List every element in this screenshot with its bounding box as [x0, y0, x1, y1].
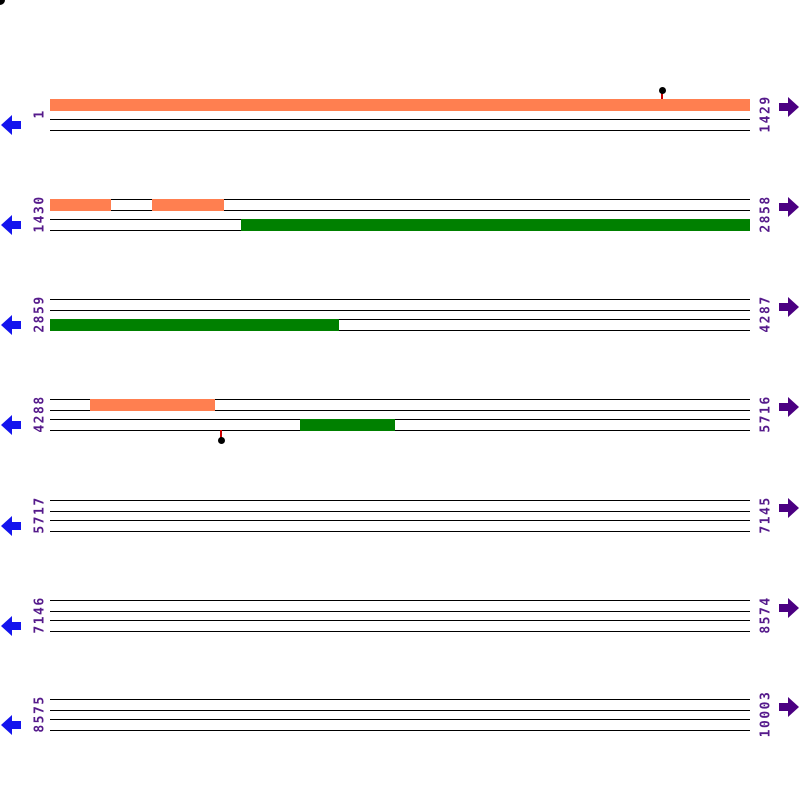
- sequence-row: 8575 10003: [0, 691, 800, 759]
- sequence-row: 4288 5716: [0, 395, 800, 459]
- scroll-right-arrow[interactable]: [779, 397, 799, 417]
- right-arrow-icon: [779, 197, 799, 217]
- reverse-feature[interactable]: [241, 219, 750, 231]
- row-end-coordinate: 2858: [758, 195, 774, 233]
- row-start-coordinate: 8575: [32, 695, 48, 733]
- reverse-strand-track: [50, 419, 750, 431]
- forward-feature[interactable]: [50, 199, 111, 211]
- scroll-left-arrow[interactable]: [1, 715, 21, 735]
- scroll-left-arrow[interactable]: [1, 516, 21, 536]
- forward-strand-track: [50, 399, 750, 411]
- right-arrow-icon: [779, 598, 799, 618]
- scroll-right-arrow[interactable]: [779, 498, 799, 518]
- row-start-coordinate: 7146: [32, 596, 48, 634]
- row-end-coordinate: 5716: [758, 395, 774, 433]
- forward-strand-track: [50, 699, 750, 711]
- reverse-strand-track: [50, 620, 750, 632]
- row-start-coordinate: 5717: [32, 496, 48, 534]
- forward-strand-track: [50, 600, 750, 612]
- sequence-row: 2859 4287: [0, 295, 800, 359]
- forward-feature[interactable]: [152, 199, 224, 211]
- sequence-row: 7146 8574: [0, 596, 800, 660]
- reverse-strand-track: [50, 520, 750, 532]
- sequence-row: 1 1429: [0, 86, 800, 159]
- scroll-left-arrow[interactable]: [1, 115, 21, 135]
- scroll-left-arrow[interactable]: [1, 616, 21, 636]
- row-end-coordinate: 8574: [758, 596, 774, 634]
- sequence-row: 5717 7145: [0, 496, 800, 560]
- left-arrow-icon: [1, 616, 21, 636]
- row-start-coordinate: 1430: [32, 195, 48, 233]
- row-end-coordinate: 4287: [758, 295, 774, 333]
- row-start-coordinate: 4288: [32, 395, 48, 433]
- left-arrow-icon: [1, 215, 21, 235]
- scroll-right-arrow[interactable]: [779, 297, 799, 317]
- scroll-right-arrow[interactable]: [779, 197, 799, 217]
- marker-dot[interactable]: [658, 86, 666, 94]
- scroll-left-arrow[interactable]: [1, 315, 21, 335]
- right-arrow-icon: [779, 97, 799, 117]
- marker-dot[interactable]: [217, 436, 225, 444]
- forward-feature[interactable]: [50, 99, 750, 111]
- reverse-strand-track: [50, 119, 750, 131]
- reverse-feature[interactable]: [300, 419, 395, 431]
- right-arrow-icon: [779, 397, 799, 417]
- left-arrow-icon: [1, 115, 21, 135]
- row-end-coordinate: 10003: [758, 690, 774, 738]
- row-start-coordinate: 1: [32, 109, 48, 119]
- scroll-right-arrow[interactable]: [779, 697, 799, 717]
- scroll-right-arrow[interactable]: [779, 97, 799, 117]
- forward-strand-track: [50, 299, 750, 311]
- forward-feature[interactable]: [90, 399, 215, 411]
- scroll-right-arrow[interactable]: [779, 598, 799, 618]
- left-arrow-icon: [1, 415, 21, 435]
- forward-strand-track: [50, 500, 750, 512]
- left-arrow-icon: [1, 715, 21, 735]
- right-arrow-icon: [779, 297, 799, 317]
- forward-strand-track: [50, 199, 750, 211]
- sequence-row: 1430 2858: [0, 195, 800, 259]
- corner-marker-dot: [0, 0, 5, 5]
- marker-stem: [220, 430, 222, 440]
- scroll-left-arrow[interactable]: [1, 415, 21, 435]
- left-arrow-icon: [1, 516, 21, 536]
- marker-stem: [661, 91, 663, 99]
- row-end-coordinate: 1429: [758, 95, 774, 133]
- right-arrow-icon: [779, 498, 799, 518]
- scroll-left-arrow[interactable]: [1, 215, 21, 235]
- right-arrow-icon: [779, 697, 799, 717]
- reverse-feature[interactable]: [50, 319, 339, 331]
- row-start-coordinate: 2859: [32, 295, 48, 333]
- row-end-coordinate: 7145: [758, 496, 774, 534]
- left-arrow-icon: [1, 315, 21, 335]
- reverse-strand-track: [50, 719, 750, 731]
